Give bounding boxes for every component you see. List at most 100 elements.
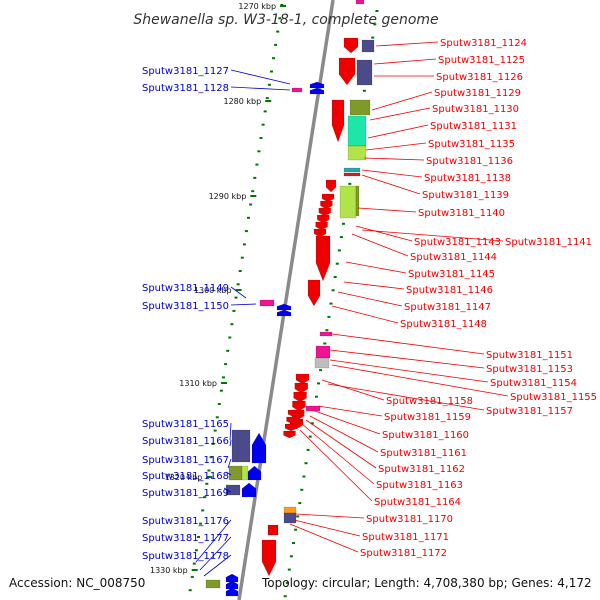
gene-feature (356, 59, 373, 86)
gene-label-right: Sputw3181_1125 (438, 55, 525, 66)
gene-feature (259, 299, 275, 307)
scale-tick (292, 542, 295, 544)
gene-label-right: Sputw3181_1172 (360, 548, 447, 559)
gene-feature (231, 429, 251, 463)
gene-feature (309, 87, 325, 95)
leader-line (295, 513, 365, 519)
gene-label-right: Sputw3181_1129 (434, 88, 521, 99)
scale-tick (207, 469, 211, 472)
scale-tick (261, 123, 265, 126)
scale-tick (274, 43, 278, 46)
gene-feature (228, 465, 243, 481)
scale-tick (287, 568, 291, 571)
accession-text: Accession: NC_008750 (9, 576, 145, 590)
gene-feature (315, 221, 328, 231)
scale-tick (306, 448, 310, 451)
scale-label-tick (191, 569, 198, 571)
gene-feature (241, 482, 257, 498)
gene-feature (314, 357, 330, 369)
leader-line (367, 124, 429, 139)
leader-line (331, 333, 485, 355)
leader-line (317, 405, 383, 417)
scale-tick (242, 243, 246, 246)
gene-feature (305, 405, 321, 412)
leader-line (327, 383, 485, 411)
scale-tick (283, 595, 287, 598)
scale-tick (190, 575, 194, 578)
gene-label-right: Sputw3181_1147 (404, 302, 491, 313)
gene-label-right: Sputw3181_1171 (362, 532, 449, 543)
gene-feature (307, 279, 321, 307)
scale-tick (371, 36, 375, 39)
gene-label-right: Sputw3181_1143 (414, 237, 501, 248)
scale-tick (199, 522, 203, 525)
gene-label-left: Sputw3181_1150 (142, 301, 229, 312)
scale-label-tick (221, 382, 227, 384)
gene-feature (338, 57, 356, 86)
gene-label-left: Sputw3181_1166 (142, 436, 229, 447)
gene-feature (355, 185, 360, 217)
gene-label-right: Sputw3181_1136 (426, 156, 513, 167)
gene-feature (291, 87, 303, 93)
gene-feature (261, 539, 277, 577)
gene-label-right: Sputw3181_1158 (386, 396, 473, 407)
gene-label-right: Sputw3181_1144 (410, 252, 497, 263)
leader-line (309, 415, 379, 453)
scale-tick (255, 163, 259, 166)
gene-feature (283, 512, 297, 524)
scale-tick (205, 482, 209, 485)
gene-feature (286, 416, 299, 425)
scale-label-tick (280, 5, 287, 7)
gene-label-left: Sputw3181_1165 (142, 419, 229, 430)
gene-feature (225, 587, 239, 597)
scale-tick (259, 137, 263, 139)
gene-feature (283, 430, 296, 439)
gene-label-right: Sputw3181_1139 (422, 190, 509, 201)
scale-tick (314, 395, 318, 398)
gene-feature (294, 382, 309, 394)
gene-label-right: Sputw3181_1170 (366, 514, 453, 525)
scale-tick (244, 230, 248, 233)
gene-feature (293, 391, 307, 403)
leader-line (195, 519, 232, 563)
gene-feature (349, 99, 371, 116)
scale-tick (276, 30, 280, 33)
scale-tick (213, 429, 217, 432)
gene-feature (347, 145, 367, 161)
leader-line (305, 419, 377, 469)
gene-label-right: Sputw3181_1146 (406, 285, 493, 296)
leader-line (311, 409, 381, 435)
gene-feature (320, 200, 333, 210)
gene-label-left: Sputw3181_1177 (142, 533, 229, 544)
gene-feature (313, 228, 327, 238)
gene-label-right: Sputw3181_1162 (378, 464, 465, 475)
leader-line (361, 169, 423, 178)
leader-line (227, 458, 232, 469)
leader-line (345, 261, 407, 274)
leader-line (230, 286, 247, 299)
gene-feature (331, 99, 345, 143)
scale-label: 1320 kbp (165, 473, 203, 482)
gene-label-right: Sputw3181_1157 (486, 406, 573, 417)
scale-tick (296, 515, 300, 518)
scale-tick (302, 475, 306, 478)
scale-tick (304, 462, 308, 465)
leader-line (301, 423, 375, 485)
gene-label-right: Sputw3181_1159 (384, 412, 471, 423)
leader-line (361, 174, 421, 195)
scale-tick (236, 283, 240, 286)
gene-label-left: Sputw3181_1127 (142, 66, 229, 77)
scale-tick (327, 315, 331, 318)
gene-feature (343, 172, 361, 177)
leader-line (229, 439, 232, 447)
scale-tick (323, 342, 327, 345)
gene-label-right: Sputw3181_1140 (418, 208, 505, 219)
gene-label-left: Sputw3181_1167 (142, 455, 229, 466)
scale-tick (226, 349, 230, 352)
gene-label-right: Sputw3181_1138 (424, 173, 511, 184)
gene-feature (267, 524, 279, 536)
gene-label-right: Sputw3181_1141 (505, 237, 592, 248)
scale-labels: 1270 kbp 1280 kbp 1290 kbp 1300 kbp 1310 kbp… (150, 2, 287, 575)
leader-line (371, 91, 433, 111)
